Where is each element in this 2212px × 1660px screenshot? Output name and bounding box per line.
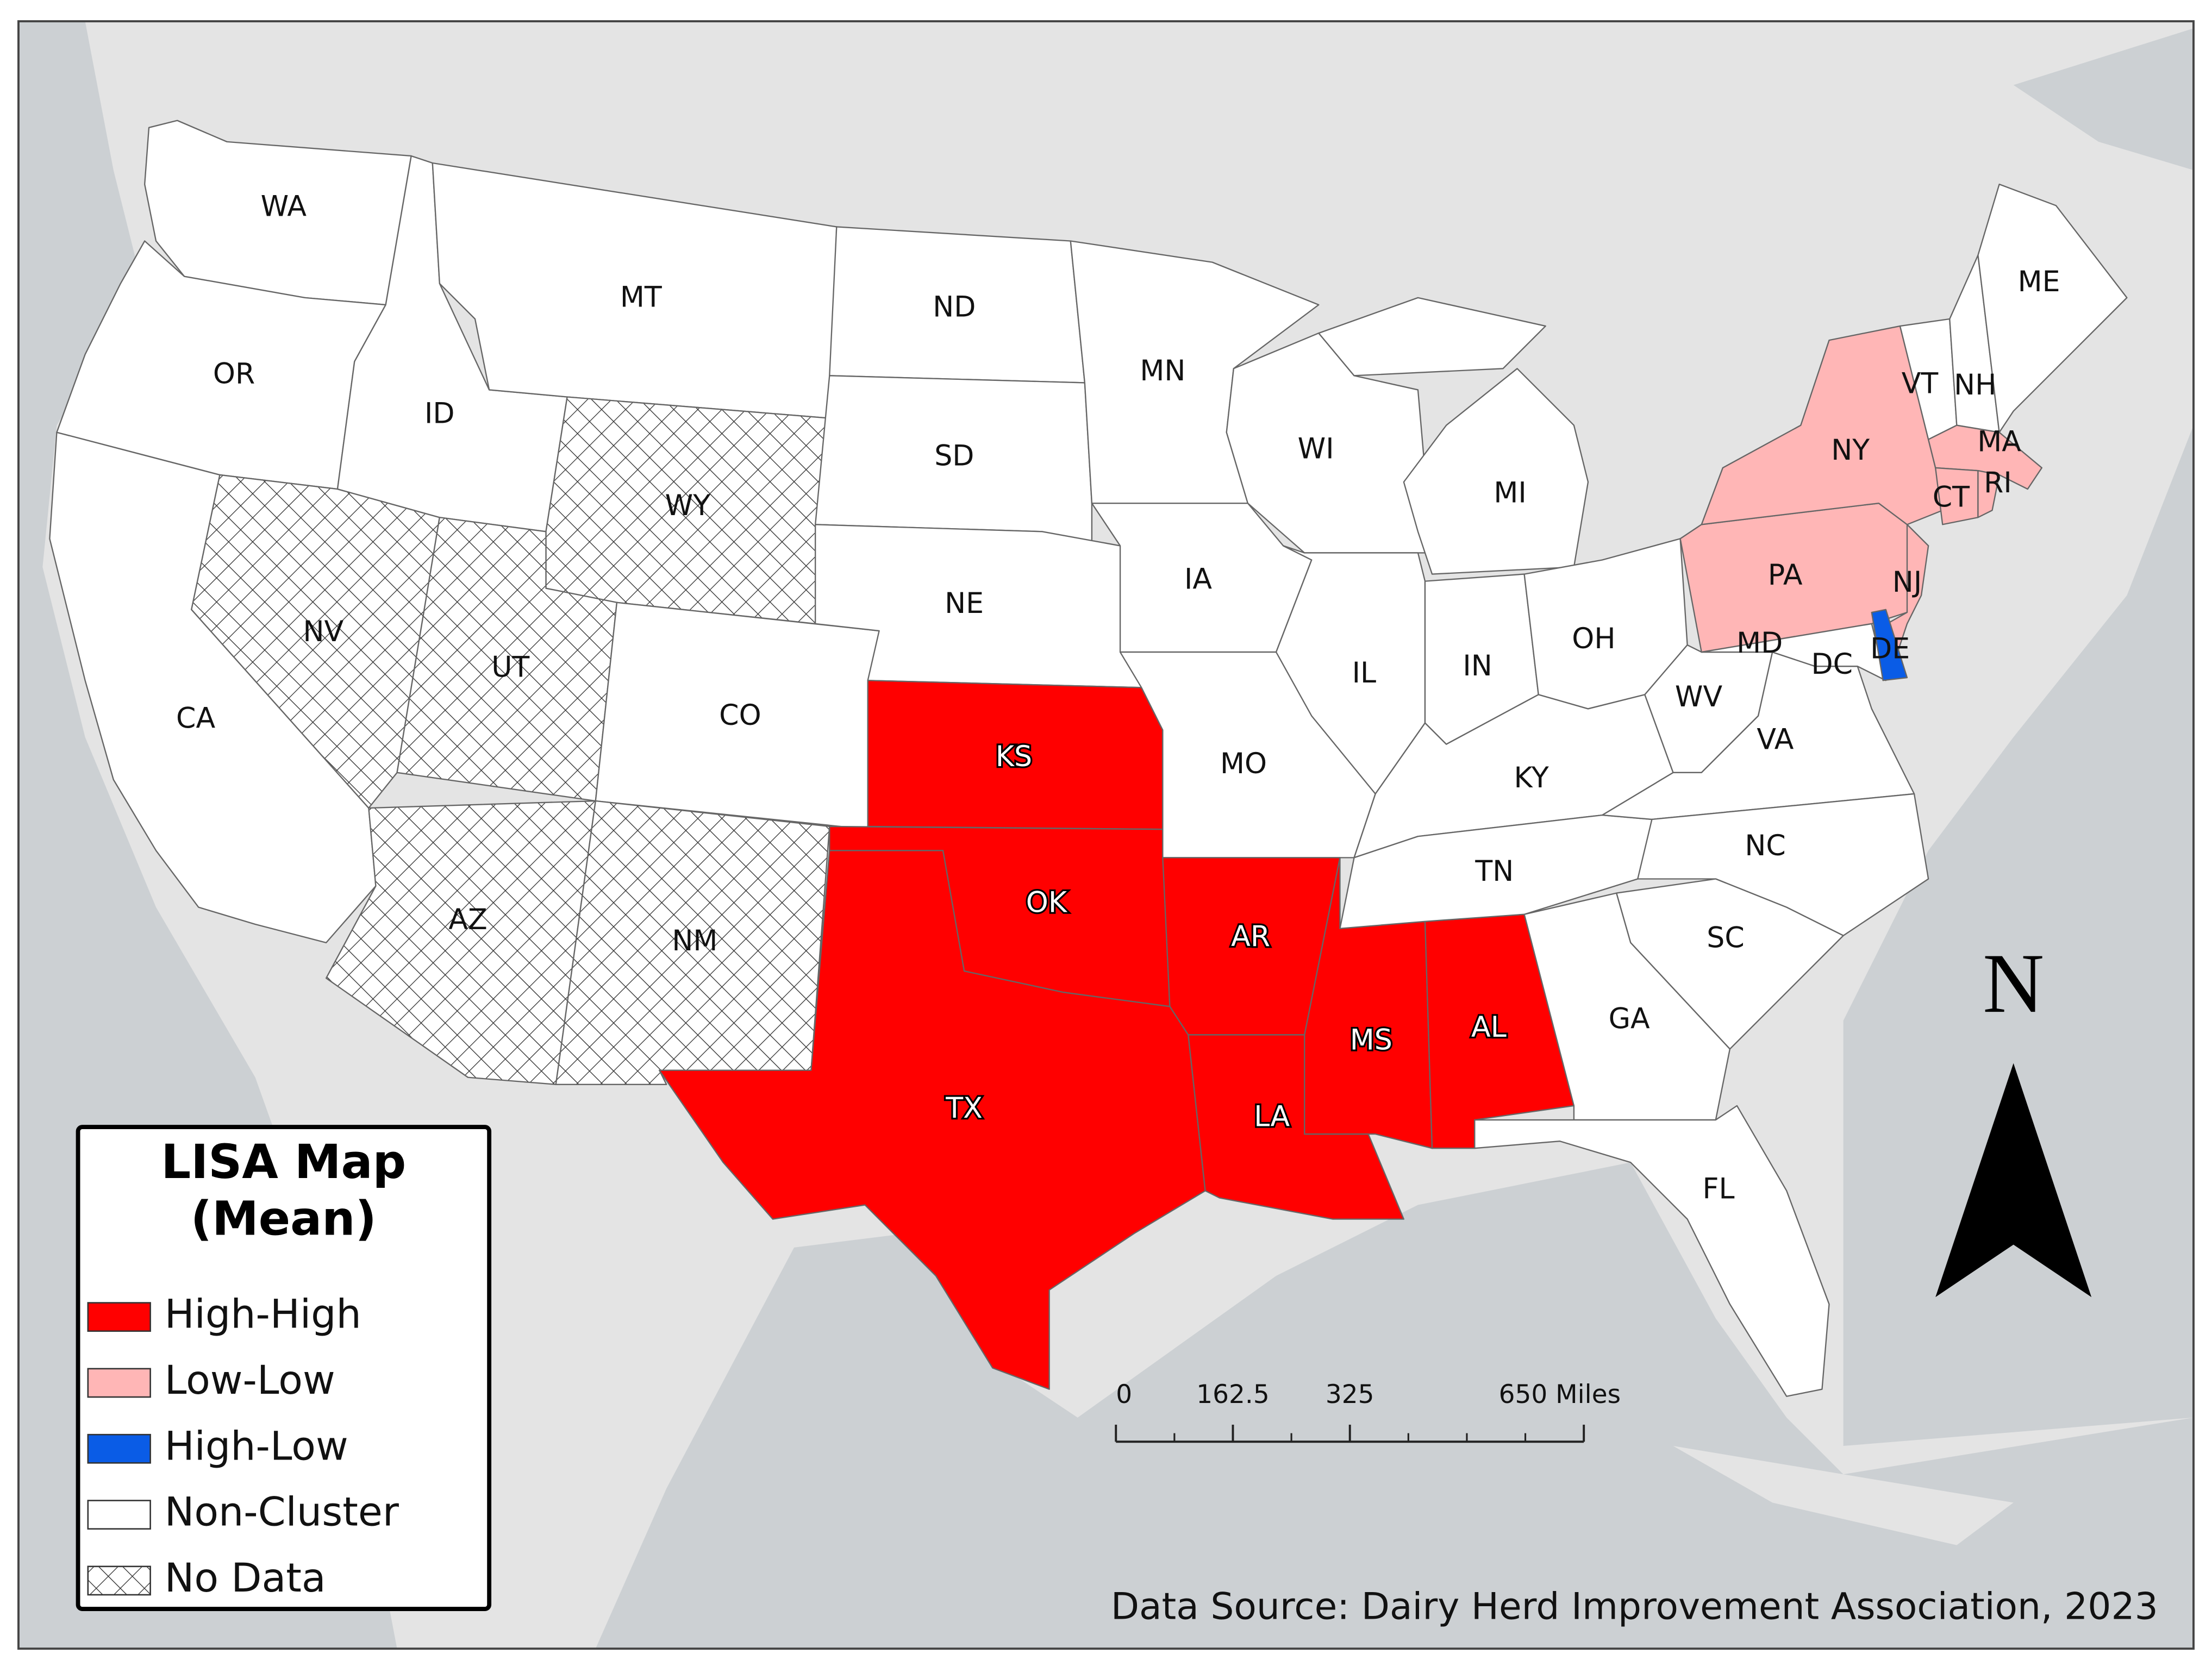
legend: LISA Map (Mean) High-High Low-Low High-Low…	[76, 1125, 492, 1611]
state-label: MA	[1977, 426, 2021, 459]
state-label: ME	[2018, 266, 2060, 298]
legend-title: LISA Map	[161, 1135, 406, 1189]
state-label: NV	[303, 616, 344, 648]
state-label: DC	[1811, 648, 1853, 681]
legend-title: (Mean)	[191, 1192, 377, 1246]
state-label: GA	[1609, 1003, 1650, 1035]
state-label: KY	[1514, 762, 1549, 794]
state-label: SC	[1707, 922, 1745, 955]
scale-bar-label: 325	[1326, 1380, 1374, 1410]
state-label: NM	[672, 925, 717, 957]
state-label: RI	[1984, 467, 2012, 499]
state-label: MT	[620, 281, 663, 314]
state-label: DE	[1870, 632, 1910, 665]
north-arrow: N	[1935, 936, 2092, 1298]
state-label: CO	[719, 699, 761, 732]
state-label: VA	[1757, 723, 1794, 756]
state-label: NY	[1831, 434, 1870, 467]
scale-bar: 0 162.5 325 650 Miles	[1115, 1380, 1621, 1443]
state-label: AL	[1471, 1011, 1507, 1044]
state-shape	[1701, 623, 1887, 681]
state-label: NC	[1745, 830, 1785, 862]
state-shape	[1523, 892, 1731, 1121]
legend-box	[76, 1125, 492, 1611]
state-label: ID	[424, 397, 455, 430]
legend-swatch	[87, 1368, 151, 1398]
legend-swatch	[87, 1500, 151, 1530]
state-label: MO	[1220, 748, 1267, 780]
state-label: TN	[1474, 855, 1514, 888]
state-label: SD	[934, 440, 974, 473]
legend-label: No Data	[165, 1555, 326, 1601]
legend-items: High-High Low-Low High-Low Non-Cluster No Da…	[87, 1292, 399, 1601]
state-label: WV	[1675, 681, 1723, 713]
state-shape	[1318, 297, 1546, 377]
state-label: NH	[1954, 369, 1996, 402]
states	[49, 120, 2128, 1397]
state-labels: WA OR CA NV ID MT WY UT CO AZ NM ND SD NE KS OK TX MN IA MO…	[176, 191, 2060, 1206]
state-label: WA	[261, 191, 307, 223]
state-label: PA	[1768, 559, 1803, 592]
scale-bar-label: 650 Miles	[1499, 1380, 1621, 1410]
legend-swatch	[87, 1565, 151, 1596]
legend-label: High-High	[165, 1292, 361, 1338]
state-label: VT	[1902, 368, 1939, 400]
state-label: WY	[665, 490, 711, 522]
state-label: MN	[1140, 355, 1185, 387]
state-label: IN	[1463, 650, 1492, 682]
state-label: NJ	[1892, 566, 1922, 599]
state-label: MS	[1350, 1024, 1392, 1057]
state-label: IA	[1184, 563, 1212, 596]
legend-label: Non-Cluster	[165, 1489, 399, 1536]
state-label: KS	[996, 741, 1032, 773]
state-label: UT	[491, 651, 530, 684]
state-label: ND	[933, 291, 976, 324]
state-label: AZ	[448, 904, 487, 936]
legend-label: High-Low	[165, 1423, 348, 1469]
north-label: N	[1983, 936, 2044, 1030]
state-shape	[1871, 609, 1908, 681]
legend-swatch	[87, 1302, 151, 1332]
state-label: MD	[1736, 627, 1783, 660]
state-label: OK	[1026, 886, 1068, 919]
state-label: MI	[1494, 477, 1526, 509]
scale-bar-label: 0	[1116, 1380, 1132, 1410]
state-label: TX	[945, 1092, 983, 1125]
state-label: CT	[1933, 481, 1970, 513]
state-label: FL	[1703, 1173, 1735, 1205]
state-label: NE	[945, 587, 984, 620]
legend-label: Low-Low	[165, 1357, 335, 1404]
north-arrow-shape	[1935, 1063, 2092, 1298]
scale-bar-label: 162.5	[1196, 1380, 1269, 1410]
legend-swatch	[87, 1433, 151, 1464]
data-source: Data Source: Dairy Herd Improvement Asso…	[1111, 1585, 2158, 1628]
state-label: IL	[1352, 657, 1376, 690]
state-label: OH	[1572, 623, 1615, 655]
state-label: AR	[1231, 920, 1270, 953]
state-shape	[1403, 368, 1589, 575]
state-shape	[1474, 1105, 1830, 1397]
state-label: OR	[213, 358, 255, 390]
state-label: LA	[1254, 1100, 1290, 1133]
state-label: WI	[1298, 433, 1334, 466]
state-shape	[1977, 469, 2000, 518]
state-shape	[659, 850, 1206, 1390]
state-label: CA	[176, 702, 215, 735]
